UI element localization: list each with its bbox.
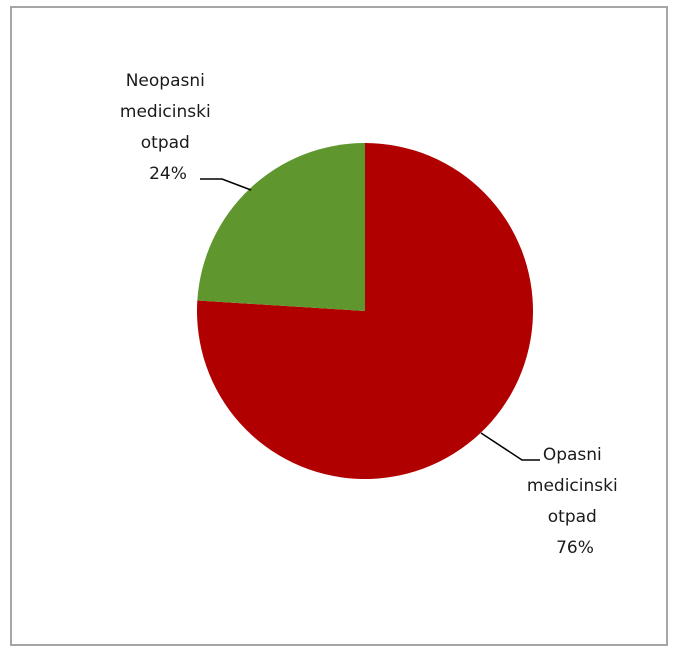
slice-label-line: medicinski <box>527 476 618 496</box>
slice-label-line: otpad <box>548 507 597 527</box>
slice-label-opasni: Opasni medicinski otpad 76% <box>527 445 623 558</box>
leader-line <box>200 179 251 190</box>
slice-label-neopasni: Neopasni medicinski otpad 24% <box>120 71 216 184</box>
pie-slice <box>197 143 365 311</box>
slice-label-line: medicinski <box>120 102 211 122</box>
slice-percent: 76% <box>556 538 594 558</box>
slice-percent: 24% <box>149 164 187 184</box>
slice-label-line: Opasni <box>543 445 602 465</box>
leader-line <box>481 433 540 460</box>
slice-label-line: otpad <box>141 133 190 153</box>
slice-label-line: Neopasni <box>126 71 205 91</box>
pie-slices <box>197 143 533 479</box>
